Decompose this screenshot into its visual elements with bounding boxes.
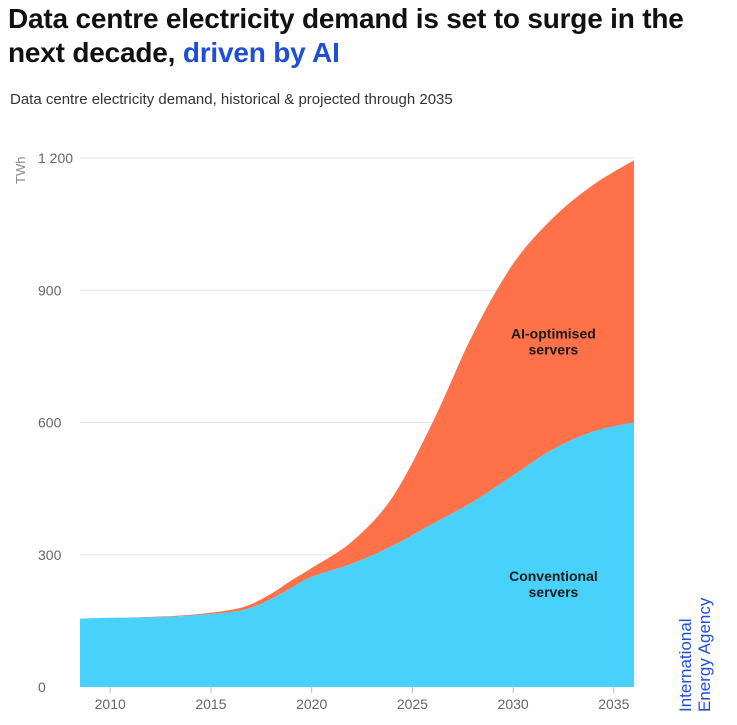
source-line-2: Energy Agency (695, 597, 714, 712)
y-tick-label: 600 (38, 415, 62, 431)
series-area-conventional (80, 422, 634, 687)
series-label-conventional-servers: servers (529, 584, 579, 600)
chart-subtitle: Data centre electricity demand, historic… (10, 91, 453, 108)
chart-title: Data centre electricity demand is set to… (8, 2, 733, 70)
source-line-1: International (676, 618, 695, 712)
series-label-ai-optimised-servers: AI-optimised (511, 326, 596, 342)
source-credit: International Energy Agency (676, 598, 714, 712)
x-tick-label: 2025 (397, 696, 428, 712)
y-tick-label: 300 (38, 547, 62, 563)
y-tick-label: 900 (38, 282, 62, 298)
y-tick-label: 0 (38, 679, 46, 695)
title-highlight: driven by AI (182, 37, 340, 68)
y-tick-label: 1 200 (38, 150, 73, 166)
title-main: Data centre electricity demand is set to… (8, 3, 684, 68)
y-axis-label: TWh (13, 157, 28, 184)
series-label-ai-optimised-servers: servers (529, 342, 579, 358)
x-tick-label: 2035 (598, 696, 629, 712)
series-label-conventional-servers: Conventional (509, 568, 598, 584)
x-tick-label: 2015 (195, 696, 226, 712)
x-tick-label: 2030 (498, 696, 529, 712)
series-area-ai-optimised (80, 160, 634, 619)
x-tick-label: 2010 (95, 696, 126, 712)
x-tick-label: 2020 (296, 696, 327, 712)
